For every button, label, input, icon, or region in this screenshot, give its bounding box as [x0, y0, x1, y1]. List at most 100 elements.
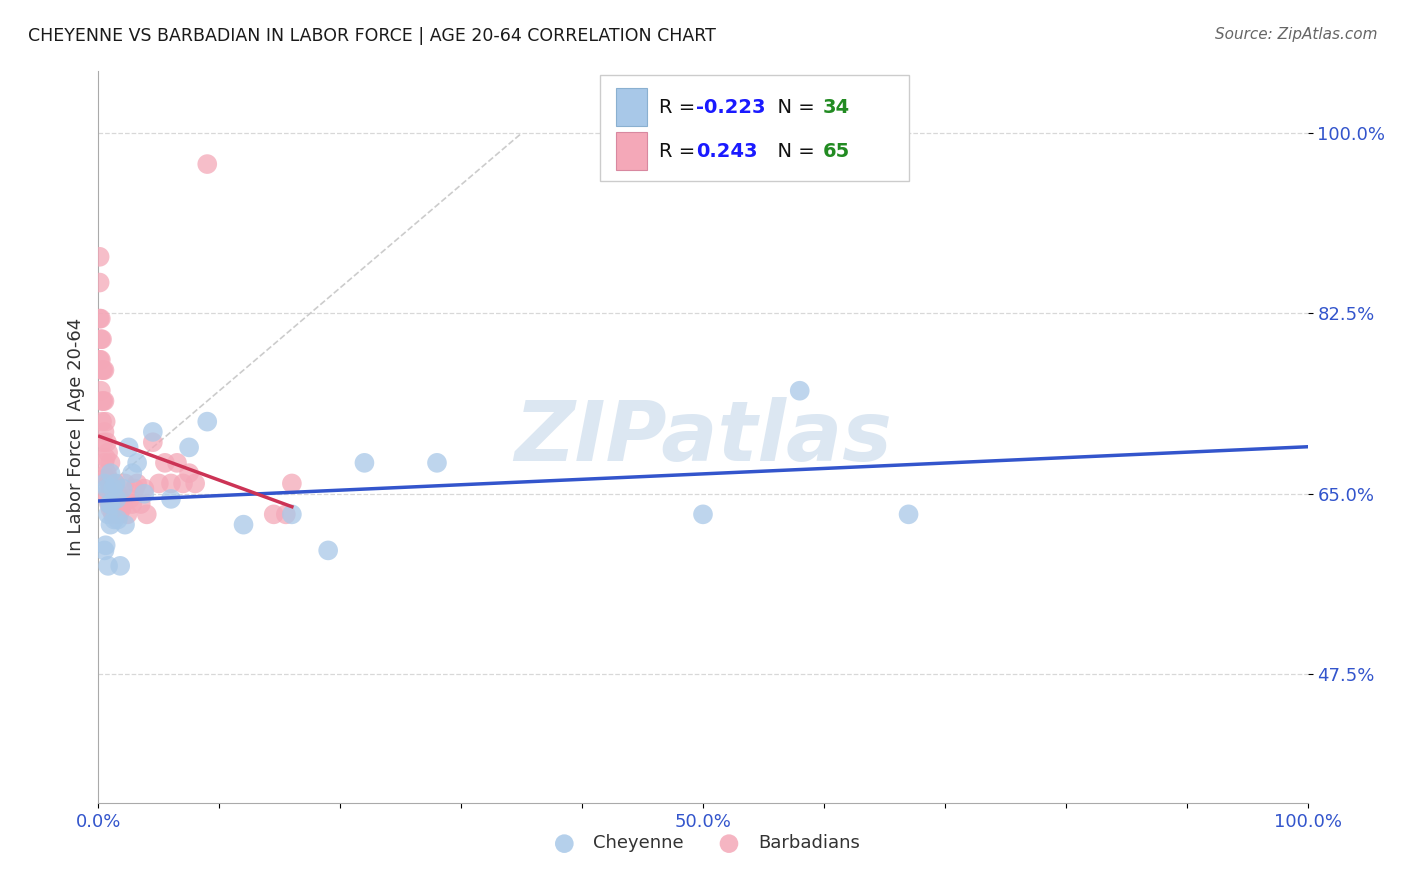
Point	[107, 487, 129, 501]
Point	[91, 332, 114, 346]
Point	[94, 415, 117, 429]
Text: Source: ZipAtlas.com: Source: ZipAtlas.com	[1215, 27, 1378, 42]
Point	[93, 476, 115, 491]
Point	[91, 363, 114, 377]
Point	[108, 508, 131, 522]
Point	[100, 497, 122, 511]
Point	[166, 456, 188, 470]
Legend: Cheyenne, Barbadians: Cheyenne, Barbadians	[538, 827, 868, 860]
Point	[97, 471, 120, 485]
FancyBboxPatch shape	[600, 75, 908, 181]
Point	[91, 363, 114, 377]
Point	[142, 425, 165, 439]
Point	[281, 508, 304, 522]
Point	[118, 491, 141, 506]
Point	[94, 450, 117, 465]
FancyBboxPatch shape	[616, 132, 647, 170]
Point	[121, 466, 143, 480]
Point	[89, 352, 111, 367]
Point	[118, 441, 141, 455]
Point	[100, 497, 122, 511]
Point	[89, 276, 111, 290]
Point	[100, 517, 122, 532]
Point	[104, 476, 127, 491]
Point	[281, 476, 304, 491]
Point	[93, 394, 115, 409]
Point	[184, 476, 207, 491]
Point	[172, 476, 194, 491]
Point	[91, 394, 114, 409]
Point	[108, 491, 131, 506]
Point	[90, 332, 112, 346]
Point	[98, 497, 121, 511]
Point	[93, 363, 115, 377]
Point	[142, 435, 165, 450]
Point	[114, 476, 136, 491]
Point	[789, 384, 811, 398]
Point	[127, 456, 149, 470]
Text: 65: 65	[823, 142, 851, 161]
Point	[96, 487, 118, 501]
Point	[97, 508, 120, 522]
Point	[91, 415, 114, 429]
FancyBboxPatch shape	[616, 88, 647, 127]
Point	[160, 476, 183, 491]
Text: N =: N =	[765, 98, 821, 117]
Point	[316, 543, 339, 558]
Point	[274, 508, 297, 522]
Point	[124, 482, 146, 496]
Point	[96, 466, 118, 480]
Point	[160, 491, 183, 506]
Point	[90, 384, 112, 398]
Point	[897, 508, 920, 522]
Point	[232, 517, 254, 532]
Point	[100, 502, 122, 516]
Point	[93, 543, 115, 558]
Point	[105, 497, 128, 511]
Point	[89, 311, 111, 326]
Point	[104, 476, 127, 491]
Point	[91, 394, 114, 409]
Text: R =: R =	[659, 98, 702, 117]
Point	[90, 311, 112, 326]
Text: -0.223: -0.223	[696, 98, 765, 117]
Point	[98, 476, 121, 491]
Point	[91, 435, 114, 450]
Point	[117, 508, 139, 522]
Point	[100, 482, 122, 496]
Point	[98, 497, 121, 511]
Point	[353, 456, 375, 470]
Text: 0.243: 0.243	[696, 142, 758, 161]
Point	[127, 476, 149, 491]
Point	[129, 497, 152, 511]
Point	[90, 352, 112, 367]
Point	[105, 491, 128, 506]
Point	[195, 157, 218, 171]
Point	[101, 508, 124, 522]
Point	[103, 487, 125, 501]
Y-axis label: In Labor Force | Age 20-64: In Labor Force | Age 20-64	[66, 318, 84, 557]
Point	[97, 558, 120, 573]
Point	[97, 445, 120, 459]
Text: N =: N =	[765, 142, 821, 161]
Point	[179, 441, 201, 455]
Point	[94, 538, 117, 552]
Point	[153, 456, 176, 470]
Text: 34: 34	[823, 98, 849, 117]
Point	[107, 512, 129, 526]
Point	[100, 466, 122, 480]
Point	[110, 502, 132, 516]
Point	[100, 456, 122, 470]
Point	[195, 415, 218, 429]
Text: R =: R =	[659, 142, 709, 161]
Point	[89, 250, 111, 264]
Text: CHEYENNE VS BARBADIAN IN LABOR FORCE | AGE 20-64 CORRELATION CHART: CHEYENNE VS BARBADIAN IN LABOR FORCE | A…	[28, 27, 716, 45]
Point	[263, 508, 285, 522]
Point	[179, 466, 201, 480]
Point	[692, 508, 714, 522]
Point	[148, 476, 170, 491]
Point	[101, 482, 124, 496]
Point	[103, 512, 125, 526]
Point	[108, 558, 131, 573]
Point	[111, 482, 134, 496]
